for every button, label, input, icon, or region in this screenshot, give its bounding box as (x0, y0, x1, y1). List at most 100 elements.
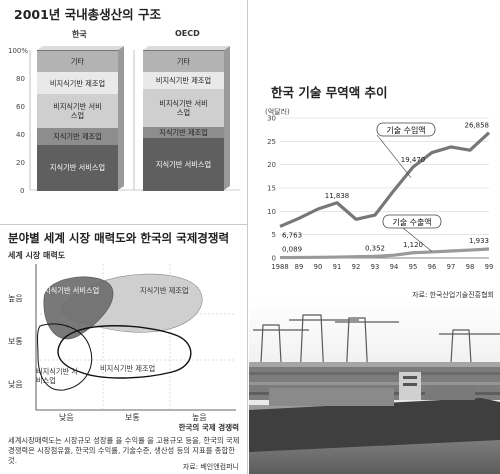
market-ylabel: 세계 시장 매력도 (8, 251, 66, 260)
segment-label: 비지식기반 제조업 (155, 75, 212, 85)
trade-data-label: 6,763 (282, 231, 302, 239)
segment-label: 비지식기반 서비스업 (53, 102, 102, 121)
market-xlabel: 한국의 국제 경쟁력 (178, 423, 239, 432)
legend-import-box (376, 122, 436, 137)
trade-data-label: 11,838 (325, 192, 350, 200)
trade-ytick-label: 25 (267, 138, 276, 146)
trade-xtick-label: 99 (485, 263, 494, 271)
segment-label: 지식기반 제조업 (159, 127, 208, 137)
trade-xtick-label: 92 (352, 263, 361, 271)
trade-data-label: 1,933 (469, 237, 489, 245)
legend-export-connector (402, 227, 433, 252)
korea-segment-knowledge-manufacturing: 지식기반 제조업 (37, 127, 118, 145)
oecd-segment-non-knowledge-services: 비지식기반 서비스업 (143, 87, 224, 127)
korea-segment-non-knowledge-services: 비지식기반 서비스업 (37, 93, 118, 128)
trade-xtick-label: 90 (314, 263, 323, 271)
trade-xtick-label: 93 (371, 263, 380, 271)
market-title: 분야별 세계 시장 매력도와 한국의 국제경쟁력 (8, 231, 230, 245)
region-non-knowledge-manufacturing (57, 325, 192, 379)
trade-data-label: 0,089 (282, 246, 302, 254)
korea-bar-top (37, 46, 124, 50)
trade-source: 자료: 한국산업기술진흥협회 (412, 291, 494, 299)
segment-label: 지식기반 제조업 (53, 131, 102, 141)
segment-label: 지식기반 서비스업 (155, 159, 212, 169)
trade-data-label: 19,470 (401, 156, 426, 164)
oecd-bar: 지식기반 서비스업 지식기반 제조업 비지식기반 서비스업 비지식기반 제조업 … (143, 50, 224, 191)
region-label-non-knowledge-services: 비지식기반 서비스업 (36, 367, 78, 385)
vertical-divider (247, 0, 248, 474)
pct-tick: 20 (16, 159, 25, 167)
trade-ylabel: (억달러) (265, 108, 290, 116)
port-photo (249, 0, 500, 474)
korea-segment-other: 기타 (37, 50, 118, 72)
gdp-title: 2001년 국내총생산의 구조 (14, 7, 161, 22)
trade-ytick-label: 5 (272, 231, 276, 239)
trade-data-label: 26,858 (465, 122, 490, 130)
x-level-low: 낮음 (59, 413, 74, 422)
korea-bar-title: 한국 (72, 30, 87, 39)
oecd-segment-non-knowledge-manufacturing: 비지식기반 제조업 (143, 71, 224, 89)
trade-ytick-label: 30 (267, 115, 276, 123)
oecd-bar-side (224, 46, 230, 190)
market-map-svg (35, 264, 236, 411)
trade-xtick-label: 98 (466, 263, 475, 271)
y-level-high: 높음 (8, 294, 23, 303)
trade-data-label: 1,120 (403, 241, 423, 249)
legend-import-connector (376, 134, 412, 178)
trade-xtick-label: 96 (428, 263, 437, 271)
segment-label: 비지식기반 서비스업 (159, 98, 208, 117)
pct-tick: 0 (20, 187, 25, 195)
segment-label: 기타 (176, 57, 191, 66)
pct-tick: 100% (8, 47, 29, 55)
trade-xtick-label: 91 (333, 263, 342, 271)
oecd-segment-knowledge-services: 지식기반 서비스업 (143, 136, 224, 191)
market-panel: 분야별 세계 시장 매력도와 한국의 국제경쟁력 세계 시장 매력도 높음 보통… (0, 226, 247, 474)
y-level-mid: 보통 (8, 337, 23, 346)
pct-tick: 40 (16, 131, 25, 139)
market-source: 자료: 베인앤컴퍼니 (182, 463, 239, 471)
pct-tick: 60 (16, 103, 25, 111)
trade-title: 한국 기술 무역액 추이 (271, 85, 388, 100)
trade-ytick-label: 10 (267, 208, 276, 216)
gdp-structure-panel: 2001년 국내총생산의 구조 한국 OECD 100% 80 60 40 20… (0, 0, 245, 222)
legend-export-box (382, 214, 442, 229)
segment-label: 비지식기반 제조업 (49, 78, 106, 88)
gdp-bars-svg (29, 46, 240, 191)
region-label-knowledge-services: 지식기반 서비스업 (44, 286, 100, 295)
trade-ytick-label: 0 (272, 255, 276, 263)
oecd-segment-other: 기타 (143, 50, 224, 72)
oecd-segment-knowledge-manufacturing: 지식기반 제조업 (143, 125, 224, 138)
trade-ytick-label: 15 (267, 185, 276, 193)
x-level-high: 높음 (192, 413, 207, 422)
korea-segment-non-knowledge-manufacturing: 비지식기반 제조업 (37, 71, 118, 95)
korea-bar: 지식기반 서비스업 지식기반 제조업 비지식기반 서비스업 비지식기반 제조업 … (37, 50, 118, 191)
left-horizontal-divider (0, 224, 247, 225)
region-label-non-knowledge-manufacturing: 비지식기반 제조업 (100, 364, 156, 373)
trade-xtick-label: 1988 (271, 263, 288, 271)
trade-xtick-label: 97 (447, 263, 456, 271)
segment-label: 기타 (70, 57, 85, 66)
korea-segment-knowledge-services: 지식기반 서비스업 (37, 143, 118, 191)
export-series-line (279, 247, 490, 260)
oecd-bar-top (143, 46, 230, 50)
trade-xtick-label: 89 (295, 263, 304, 271)
market-note: 세계시장매력도는 시장규모 성장률 을 수익률 을 고용규모 등을, 한국의 국… (8, 436, 240, 465)
y-level-low: 낮음 (8, 380, 23, 389)
segment-label: 지식기반 서비스업 (49, 163, 106, 173)
korea-bar-side (118, 46, 124, 190)
region-non-knowledge-services (37, 323, 93, 391)
import-series-line (279, 131, 491, 228)
oecd-bar-title: OECD (175, 29, 200, 38)
pct-tick: 80 (16, 75, 25, 83)
trade-ytick-label: 20 (267, 161, 276, 169)
trade-data-label: 0,352 (365, 244, 385, 252)
trade-xtick-label: 94 (390, 263, 399, 271)
trade-xtick-label: 95 (409, 263, 418, 271)
region-label-knowledge-manufacturing: 지식기반 제조업 (140, 286, 189, 295)
x-level-mid: 보통 (125, 413, 140, 422)
region-knowledge-services (43, 276, 114, 340)
container-ship-icon (249, 372, 500, 452)
tech-trade-panel: 한국 기술 무역액 추이 (억달러) 30 25 20 15 10 5 0 1988 89 90 9… (249, 0, 500, 474)
legend-export-label: 기술 수출액 (392, 217, 431, 227)
